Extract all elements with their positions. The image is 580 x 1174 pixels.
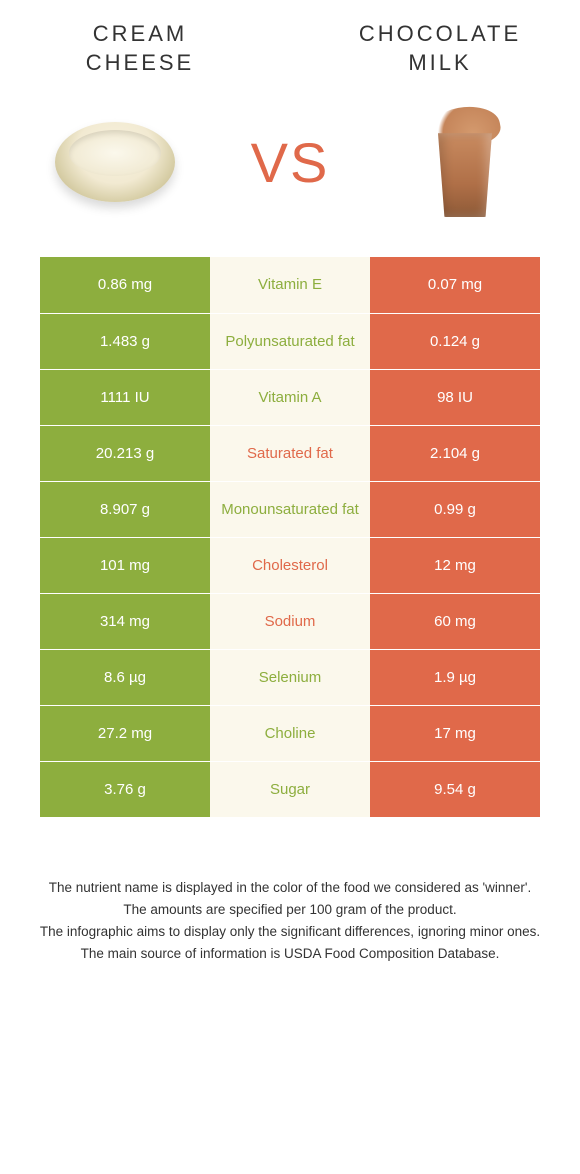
title-line: CHOCOLATE bbox=[359, 21, 521, 46]
title-line: MILK bbox=[408, 50, 471, 75]
right-value-cell: 2.104 g bbox=[370, 425, 540, 481]
right-value-cell: 0.124 g bbox=[370, 313, 540, 369]
table-row: 1.483 gPolyunsaturated fat0.124 g bbox=[40, 313, 540, 369]
nutrient-name-cell: Selenium bbox=[210, 649, 370, 705]
right-value-cell: 98 IU bbox=[370, 369, 540, 425]
right-food-title: CHOCOLATE MILK bbox=[340, 20, 540, 77]
left-food-title: CREAM CHEESE bbox=[40, 20, 240, 77]
footer-line: The nutrient name is displayed in the co… bbox=[30, 878, 550, 898]
title-line: CHEESE bbox=[86, 50, 194, 75]
table-row: 27.2 mgCholine17 mg bbox=[40, 705, 540, 761]
left-value-cell: 8.6 µg bbox=[40, 649, 210, 705]
header: CREAM CHEESE CHOCOLATE MILK bbox=[0, 0, 580, 87]
left-value-cell: 101 mg bbox=[40, 537, 210, 593]
footer-line: The infographic aims to display only the… bbox=[30, 922, 550, 942]
footer-notes: The nutrient name is displayed in the co… bbox=[0, 878, 580, 965]
left-value-cell: 314 mg bbox=[40, 593, 210, 649]
table-row: 314 mgSodium60 mg bbox=[40, 593, 540, 649]
nutrient-name-cell: Vitamin E bbox=[210, 257, 370, 313]
left-value-cell: 0.86 mg bbox=[40, 257, 210, 313]
left-value-cell: 20.213 g bbox=[40, 425, 210, 481]
right-value-cell: 17 mg bbox=[370, 705, 540, 761]
vs-label: VS bbox=[251, 130, 330, 195]
right-value-cell: 0.99 g bbox=[370, 481, 540, 537]
footer-line: The main source of information is USDA F… bbox=[30, 944, 550, 964]
vs-row: VS bbox=[0, 87, 580, 257]
nutrient-name-cell: Cholesterol bbox=[210, 537, 370, 593]
glass-icon bbox=[430, 107, 500, 217]
footer-line: The amounts are specified per 100 gram o… bbox=[30, 900, 550, 920]
left-value-cell: 8.907 g bbox=[40, 481, 210, 537]
bowl-icon bbox=[55, 122, 175, 202]
nutrient-name-cell: Monounsaturated fat bbox=[210, 481, 370, 537]
cream-cheese-image bbox=[40, 97, 190, 227]
chocolate-milk-image bbox=[390, 97, 540, 227]
table-row: 8.907 gMonounsaturated fat0.99 g bbox=[40, 481, 540, 537]
table-row: 8.6 µgSelenium1.9 µg bbox=[40, 649, 540, 705]
nutrient-name-cell: Vitamin A bbox=[210, 369, 370, 425]
right-value-cell: 60 mg bbox=[370, 593, 540, 649]
left-value-cell: 1111 IU bbox=[40, 369, 210, 425]
left-value-cell: 3.76 g bbox=[40, 761, 210, 817]
table-row: 1111 IUVitamin A98 IU bbox=[40, 369, 540, 425]
left-value-cell: 1.483 g bbox=[40, 313, 210, 369]
nutrient-name-cell: Sodium bbox=[210, 593, 370, 649]
table-row: 101 mgCholesterol12 mg bbox=[40, 537, 540, 593]
right-value-cell: 1.9 µg bbox=[370, 649, 540, 705]
table-row: 0.86 mgVitamin E0.07 mg bbox=[40, 257, 540, 313]
table-row: 3.76 gSugar9.54 g bbox=[40, 761, 540, 817]
title-line: CREAM bbox=[93, 21, 187, 46]
right-value-cell: 0.07 mg bbox=[370, 257, 540, 313]
nutrient-name-cell: Polyunsaturated fat bbox=[210, 313, 370, 369]
right-value-cell: 9.54 g bbox=[370, 761, 540, 817]
table-row: 20.213 gSaturated fat2.104 g bbox=[40, 425, 540, 481]
right-value-cell: 12 mg bbox=[370, 537, 540, 593]
nutrient-name-cell: Sugar bbox=[210, 761, 370, 817]
nutrient-name-cell: Saturated fat bbox=[210, 425, 370, 481]
left-value-cell: 27.2 mg bbox=[40, 705, 210, 761]
nutrition-table: 0.86 mgVitamin E0.07 mg1.483 gPolyunsatu… bbox=[40, 257, 540, 818]
nutrient-name-cell: Choline bbox=[210, 705, 370, 761]
